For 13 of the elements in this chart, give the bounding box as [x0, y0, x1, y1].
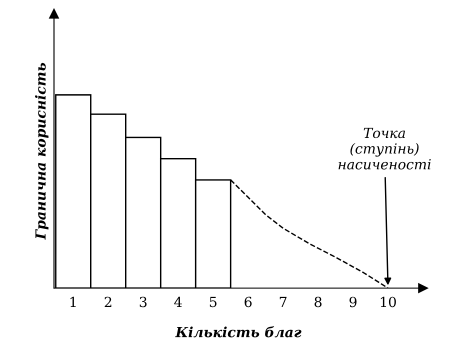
x-tick-label: 2	[104, 296, 112, 308]
x-tick-label: 8	[314, 296, 322, 308]
x-tick-label: 6	[244, 296, 252, 308]
x-tick-label: 10	[380, 296, 396, 308]
x-tick-label: 1	[70, 296, 76, 308]
x-tick-label: 9	[350, 296, 357, 308]
x-tick-label: 5	[210, 296, 216, 308]
y-axis-title: Гранична корисність	[35, 62, 48, 240]
x-tick-label: 4	[174, 296, 182, 308]
x-tick-label: 3	[140, 296, 147, 308]
annotation: Точка (ступінь) насиченості	[338, 128, 431, 170]
x-axis-title: Кількість благ	[175, 326, 302, 338]
x-tick-label: 7	[280, 296, 287, 308]
